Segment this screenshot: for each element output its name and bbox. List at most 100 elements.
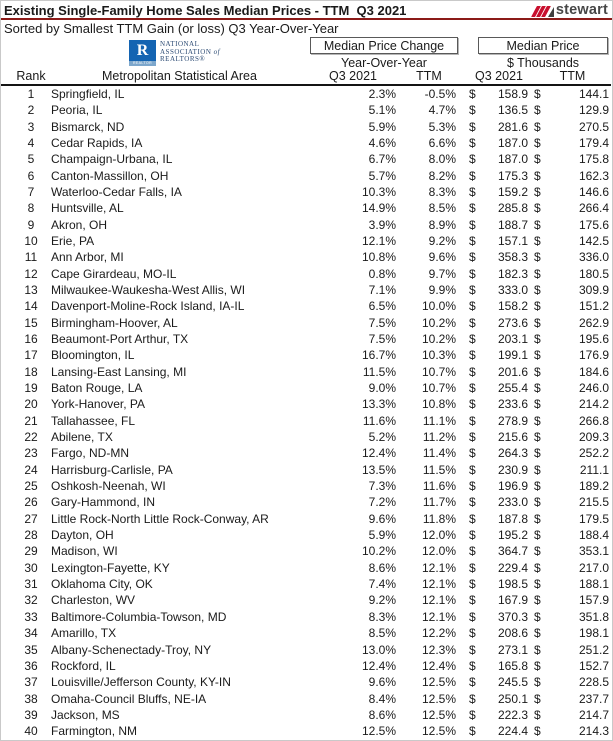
change-q3-cell: 9.0% — [368, 381, 396, 396]
metro-area-cell: Albany-Schenectady-Troy, NY — [51, 642, 212, 657]
spacer — [460, 576, 469, 592]
price-ttm-cell: 246.0 — [578, 381, 609, 396]
change-q3-cell: 8.5% — [368, 626, 396, 641]
rank-cell: 25 — [24, 479, 38, 494]
currency-symbol: $ — [534, 544, 541, 559]
change-ttm-cell: 12.2% — [421, 626, 456, 641]
table-row: 10 Erie, PA 12.1% 9.2% $ 157.1 $ 142.5 — [1, 233, 611, 249]
table-row: 32 Charleston, WV 9.2% 12.1% $ 167.9 $ 1… — [1, 592, 611, 608]
price-q3-cell: 159.2 — [497, 184, 528, 199]
price-ttm-cell: 214.7 — [578, 707, 609, 722]
currency-symbol: $ — [469, 430, 476, 445]
spacer — [460, 527, 469, 543]
group-subheader-yoy: Year-Over-Year — [341, 56, 427, 70]
spacer — [460, 609, 469, 625]
change-q3-cell: 12.5% — [361, 724, 396, 739]
price-ttm-cell: 152.7 — [578, 658, 609, 673]
currency-symbol: $ — [534, 299, 541, 314]
currency-symbol: $ — [534, 331, 541, 346]
change-q3-cell: 6.5% — [368, 299, 396, 314]
price-q3-cell: 157.1 — [497, 233, 528, 248]
rank-cell: 31 — [24, 577, 38, 592]
metro-area-cell: Lansing-East Lansing, MI — [51, 364, 187, 379]
currency-symbol: $ — [534, 168, 541, 183]
change-q3-cell: 9.6% — [368, 675, 396, 690]
spacer — [460, 85, 469, 102]
price-q3-cell: 165.8 — [497, 658, 528, 673]
currency-symbol: $ — [534, 364, 541, 379]
title-bar: Existing Single-Family Home Sales Median… — [1, 1, 612, 20]
price-ttm-cell: 184.6 — [578, 364, 609, 379]
price-q3-cell: 245.5 — [497, 675, 528, 690]
currency-symbol: $ — [469, 381, 476, 396]
change-q3-cell: 12.4% — [361, 446, 396, 461]
spacer — [460, 625, 469, 641]
table-row: 4 Cedar Rapids, IA 4.6% 6.6% $ 187.0 $ 1… — [1, 135, 611, 151]
currency-symbol: $ — [534, 642, 541, 657]
rank-cell: 18 — [24, 364, 38, 379]
currency-symbol: $ — [469, 299, 476, 314]
change-ttm-cell: 8.2% — [428, 168, 456, 183]
currency-symbol: $ — [469, 544, 476, 559]
change-ttm-cell: 9.2% — [428, 233, 456, 248]
spacer — [460, 658, 469, 674]
change-ttm-cell: 12.0% — [421, 544, 456, 559]
change-q3-cell: 13.0% — [361, 642, 396, 657]
currency-symbol: $ — [534, 626, 541, 641]
currency-symbol: $ — [469, 707, 476, 722]
spacer — [460, 135, 469, 151]
change-ttm-cell: 4.7% — [428, 103, 456, 118]
rank-cell: 8 — [27, 201, 35, 216]
price-ttm-cell: 175.8 — [578, 152, 609, 167]
price-ttm-cell: 175.6 — [578, 217, 609, 232]
spacer — [529, 69, 534, 86]
rank-cell: 3 — [27, 119, 35, 134]
metro-area-cell: Jackson, MS — [51, 707, 120, 722]
metro-area-cell: Tallahassee, FL — [51, 413, 136, 428]
price-ttm-cell: 217.0 — [578, 560, 609, 575]
currency-symbol: $ — [469, 495, 476, 510]
rank-cell: 39 — [24, 707, 38, 722]
col-header-change-ttm: TTM — [398, 69, 460, 86]
table-row: 39 Jackson, MS 8.6% 12.5% $ 222.3 $ 214.… — [1, 707, 611, 723]
price-ttm-cell: 179.4 — [578, 135, 609, 150]
spacer — [460, 200, 469, 216]
change-q3-cell: 7.4% — [368, 577, 396, 592]
metro-area-cell: Gary-Hammond, IN — [51, 495, 156, 510]
price-q3-cell: 199.1 — [497, 348, 528, 363]
change-q3-cell: 13.3% — [361, 397, 396, 412]
table-row: 40 Farmington, NM 12.5% 12.5% $ 224.4 $ … — [1, 723, 611, 739]
spacer — [460, 314, 469, 330]
spacer — [460, 707, 469, 723]
rank-cell: 16 — [24, 331, 38, 346]
price-q3-cell: 222.3 — [497, 707, 528, 722]
currency-symbol: $ — [534, 479, 541, 494]
metro-area-cell: Davenport-Moline-Rock Island, IA-IL — [51, 299, 245, 314]
col-header-rank: Rank — [1, 69, 51, 86]
spacer — [460, 249, 469, 265]
price-ttm-cell: 144.1 — [578, 87, 609, 101]
nar-logo: R REALTOR NATIONAL ASSOCIATION of REALTO… — [129, 40, 220, 66]
price-ttm-cell: 162.3 — [578, 168, 609, 183]
currency-symbol: $ — [469, 103, 476, 118]
change-ttm-cell: 11.7% — [422, 495, 456, 510]
currency-symbol: $ — [469, 593, 476, 608]
currency-symbol: $ — [534, 707, 541, 722]
spacer — [460, 478, 469, 494]
metro-area-cell: Lexington-Fayette, KY — [51, 560, 170, 575]
price-q3-cell: 229.4 — [497, 560, 528, 575]
median-price-table: Rank Metropolitan Statistical Area Q3 20… — [1, 69, 611, 739]
price-ttm-cell: 252.2 — [578, 446, 609, 461]
table-row: 6 Canton-Massillon, OH 5.7% 8.2% $ 175.3… — [1, 167, 611, 183]
currency-symbol: $ — [469, 315, 476, 330]
change-ttm-cell: -0.5% — [424, 87, 456, 101]
price-ttm-cell: 262.9 — [578, 315, 609, 330]
spacer — [460, 723, 469, 739]
price-q3-cell: 233.0 — [497, 495, 528, 510]
change-ttm-cell: 12.5% — [421, 707, 456, 722]
table-row: 18 Lansing-East Lansing, MI 11.5% 10.7% … — [1, 364, 611, 380]
price-q3-cell: 187.0 — [497, 152, 528, 167]
metro-area-cell: Cape Girardeau, MO-IL — [51, 266, 177, 281]
spacer — [460, 413, 469, 429]
currency-symbol: $ — [534, 184, 541, 199]
